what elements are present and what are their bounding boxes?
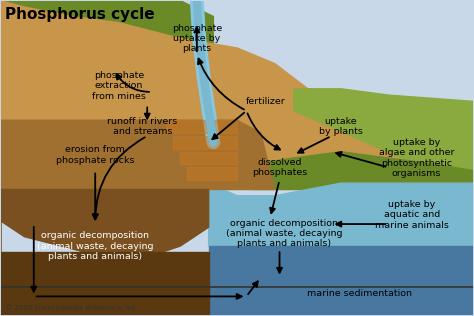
Text: dissolved
phosphates: dissolved phosphates (252, 158, 307, 177)
Text: uptake by
algae and other
photosynthetic
organisms: uptake by algae and other photosynthetic… (379, 138, 455, 178)
Text: uptake
by plants: uptake by plants (319, 117, 363, 136)
Text: phosphate
uptake by
plants: phosphate uptake by plants (172, 24, 222, 53)
Text: erosion from
phosphate rocks: erosion from phosphate rocks (56, 145, 135, 165)
Text: marine sedimentation: marine sedimentation (307, 289, 412, 298)
Text: fertilizer: fertilizer (246, 97, 285, 106)
Polygon shape (251, 152, 474, 190)
Polygon shape (0, 252, 209, 315)
Text: uptake by
aquatic and
marine animals: uptake by aquatic and marine animals (375, 200, 449, 229)
Polygon shape (0, 1, 474, 120)
Text: Phosphorus cycle: Phosphorus cycle (5, 7, 155, 22)
Polygon shape (173, 136, 237, 149)
Text: organic decomposition
(animal waste, decaying
plants and animals): organic decomposition (animal waste, dec… (226, 219, 343, 248)
Polygon shape (0, 1, 213, 79)
Polygon shape (209, 246, 474, 315)
Text: runoff in rivers
and streams: runoff in rivers and streams (107, 117, 178, 136)
Text: organic decomposition
(animal waste, decaying
plants and animals): organic decomposition (animal waste, dec… (37, 231, 154, 261)
Polygon shape (209, 120, 474, 246)
Polygon shape (187, 167, 237, 180)
Text: phosphate
extraction
from mines: phosphate extraction from mines (92, 71, 146, 100)
Polygon shape (0, 190, 209, 315)
Polygon shape (166, 120, 237, 133)
Polygon shape (0, 120, 275, 190)
Polygon shape (294, 89, 474, 190)
Text: © 2010 Encyclopædia Britannica, Inc.: © 2010 Encyclopædia Britannica, Inc. (5, 304, 139, 311)
Polygon shape (0, 1, 474, 190)
Polygon shape (180, 152, 237, 164)
